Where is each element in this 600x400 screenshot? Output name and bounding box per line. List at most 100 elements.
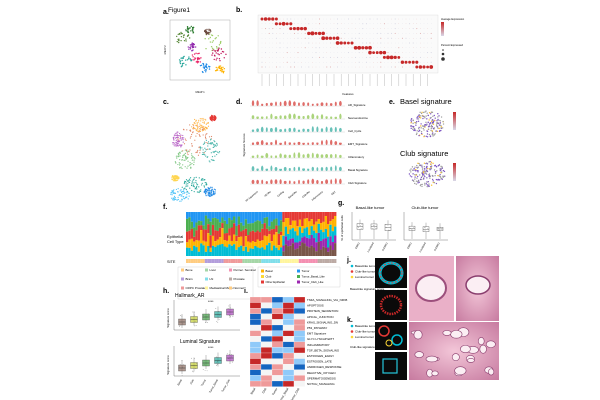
violin	[274, 167, 278, 171]
stacked-bar-segment	[195, 230, 198, 241]
umap-point	[175, 132, 177, 134]
umap-point	[185, 149, 188, 152]
dotplot-point	[340, 66, 342, 68]
stacked-bar-segment	[207, 246, 210, 256]
signature-umap-point	[435, 124, 438, 126]
h-boxplots: Basal Club Tumor Tumor_Basal Tumor_Club	[173, 300, 240, 394]
umap-point	[220, 40, 222, 43]
umap-point	[203, 190, 205, 192]
site-strip-cell	[272, 259, 276, 263]
dotplot-point	[384, 42, 385, 44]
umap-point	[193, 177, 195, 179]
umap-point	[223, 70, 225, 73]
violin	[293, 152, 296, 158]
pathway-label: ESTROGEN_LATE	[307, 360, 332, 364]
umap-point	[200, 120, 202, 122]
stacked-bar-segment	[258, 241, 262, 249]
umap-point	[215, 150, 217, 152]
umap-point	[187, 153, 189, 156]
umap-point	[190, 167, 192, 169]
dotplot-point	[301, 18, 302, 20]
umap-point	[181, 64, 184, 66]
heatmap-cell	[282, 336, 295, 342]
umap-point	[191, 154, 193, 157]
umap-point	[175, 139, 177, 141]
dotplot-point	[373, 28, 374, 29]
umap-point	[210, 141, 212, 144]
j-legend-label: Basal-like tumor	[355, 264, 377, 268]
dotplot-point	[373, 47, 374, 49]
umap-point	[197, 57, 200, 59]
umap-point	[208, 28, 210, 31]
site-strip	[186, 259, 337, 263]
g-point	[410, 228, 411, 229]
umap-point	[170, 192, 173, 194]
dotplot-point	[319, 56, 321, 58]
signature-umap-point	[412, 125, 414, 128]
dotplot-point	[427, 61, 428, 63]
dotplot-point	[429, 65, 434, 69]
umap-point	[173, 175, 176, 177]
h-point	[215, 356, 217, 358]
dotplot-point	[332, 36, 336, 40]
h-point	[203, 314, 204, 316]
violin	[274, 179, 278, 184]
stacked-bar-segment	[303, 212, 306, 219]
dotplot-point	[319, 18, 321, 20]
dotplot-point	[340, 18, 342, 20]
umap-point	[176, 176, 178, 179]
dotplot-point	[286, 28, 288, 29]
violin	[316, 115, 319, 119]
h-point	[179, 364, 181, 365]
stacked-bar-segment	[218, 222, 222, 228]
signature-umap-point	[431, 119, 433, 122]
dotplot-point	[330, 33, 331, 34]
violin-signature-label: Inflammatory	[348, 155, 365, 159]
stacked-bar-segment	[247, 223, 250, 236]
umap-point	[178, 162, 180, 164]
stacked-bar-segment	[272, 219, 276, 229]
umap-point	[213, 58, 215, 61]
type-legend-label: Tumor	[302, 269, 310, 273]
stacked-bar-segment	[211, 235, 215, 246]
violin	[307, 168, 310, 171]
dotplot-point	[427, 47, 428, 49]
signature-umap-point	[421, 111, 423, 114]
violin	[316, 167, 319, 171]
stacked-bar-segment	[225, 247, 229, 256]
umap-point	[185, 30, 187, 32]
umap-point	[174, 144, 176, 146]
umap-point	[173, 197, 175, 199]
stacked-bar-segment	[301, 242, 304, 256]
dotplot-point	[274, 17, 278, 21]
stacked-bar-segment	[289, 225, 292, 230]
dotplot-point	[322, 61, 324, 63]
umap-point	[198, 191, 200, 194]
dotplot-point	[376, 23, 378, 25]
stacked-bar-segment	[211, 212, 215, 219]
dotplot-point	[416, 57, 418, 58]
stacked-bar-segment	[294, 242, 297, 250]
signature-umap-point	[434, 133, 436, 135]
heatmap-cell	[260, 336, 273, 342]
signature-umap-point	[433, 181, 436, 184]
stacked-bar-segment	[284, 236, 288, 245]
violin	[307, 142, 310, 145]
signature-umap-point	[433, 114, 435, 117]
stacked-bar-segment	[315, 221, 318, 234]
umap-point	[210, 193, 212, 195]
dotplot-point	[391, 18, 392, 20]
stacked-bar-segment	[202, 225, 205, 230]
dotplot-point	[308, 52, 310, 53]
dotplot-point	[348, 33, 349, 34]
umap-point	[177, 144, 179, 147]
signature-umap-point	[420, 183, 422, 186]
heatmap-cell	[260, 296, 273, 303]
dotplot-point	[333, 61, 335, 63]
umap-point	[218, 58, 221, 60]
stacked-bar-segment	[233, 223, 236, 235]
stacked-bar-segment	[319, 229, 323, 241]
stacked-bar-segment	[258, 221, 262, 233]
umap-point	[210, 138, 212, 140]
dotplot-point	[322, 28, 324, 29]
